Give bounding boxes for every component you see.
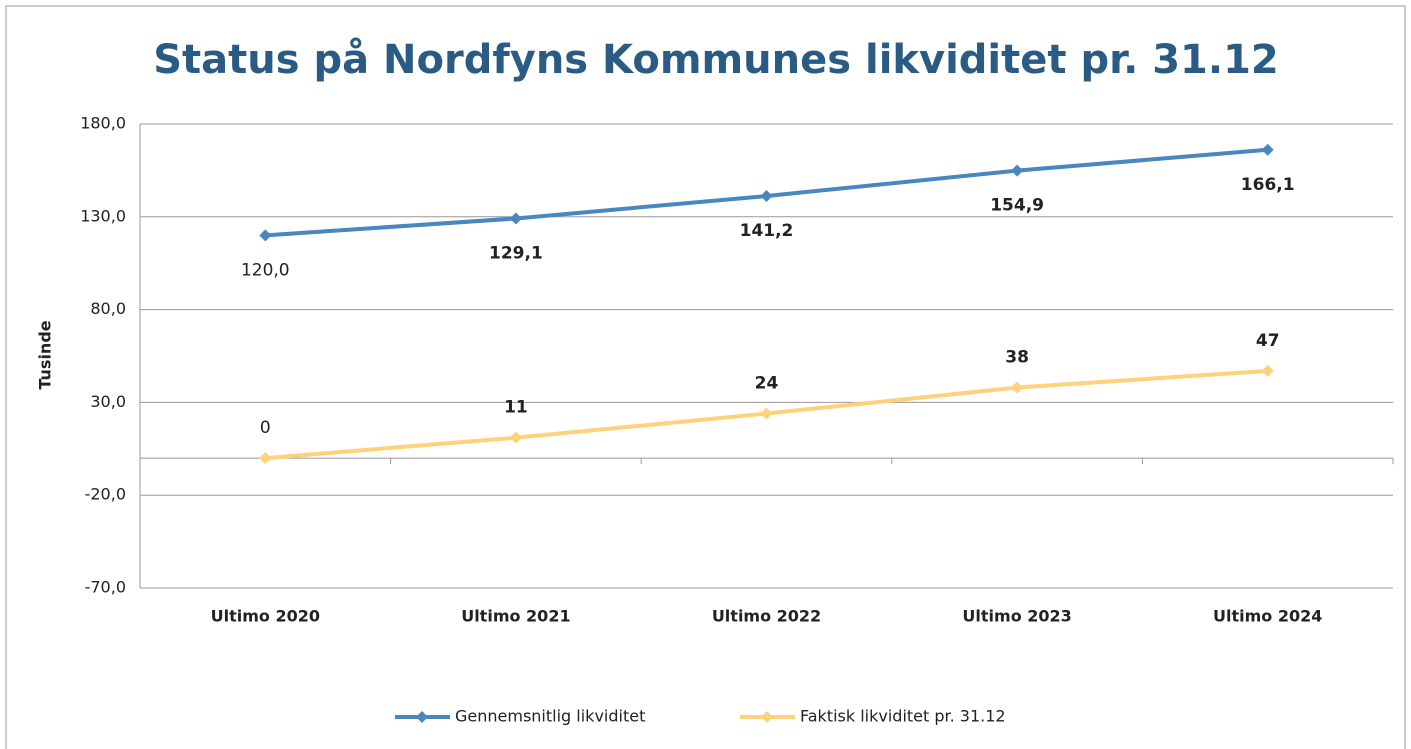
- data-label: 24: [755, 374, 779, 394]
- marker: [1011, 381, 1024, 394]
- y-tick-label: 80,0: [90, 299, 126, 318]
- marker: [509, 431, 522, 444]
- x-tick-label: Ultimo 2023: [962, 607, 1071, 626]
- marker: [1261, 364, 1274, 377]
- data-label: 166,1: [1241, 175, 1295, 195]
- data-label: 154,9: [990, 196, 1044, 216]
- legend-label: Faktisk likviditet pr. 31.12: [800, 707, 1006, 726]
- data-label: 141,2: [740, 221, 794, 241]
- data-label: 47: [1256, 331, 1280, 351]
- marker: [1011, 164, 1024, 177]
- data-label: 120,0: [241, 260, 290, 280]
- y-tick-label: 30,0: [90, 392, 126, 411]
- data-label: 0: [260, 418, 271, 438]
- legend-marker: [416, 711, 428, 723]
- marker: [259, 452, 272, 465]
- data-label: 38: [1005, 348, 1029, 368]
- chart-title: Status på Nordfyns Kommunes likviditet p…: [153, 36, 1279, 83]
- y-tick-label: -70,0: [85, 578, 126, 597]
- legend-label: Gennemsnitlig likviditet: [455, 707, 645, 726]
- data-label: 11: [504, 398, 528, 418]
- data-label: 129,1: [489, 243, 543, 263]
- y-tick-label: 180,0: [80, 114, 126, 133]
- marker: [1261, 143, 1274, 156]
- marker: [259, 229, 272, 242]
- marker: [760, 190, 773, 203]
- y-axis-label: Tusinde: [36, 320, 55, 389]
- y-tick-label: 130,0: [80, 206, 126, 225]
- marker: [509, 212, 522, 225]
- x-tick-label: Ultimo 2024: [1213, 607, 1322, 626]
- marker: [760, 407, 773, 420]
- y-tick-label: -20,0: [85, 485, 126, 504]
- x-tick-label: Ultimo 2021: [461, 607, 570, 626]
- legend-marker: [761, 711, 773, 723]
- x-tick-label: Ultimo 2020: [211, 607, 320, 626]
- chart-border: [5, 5, 1406, 749]
- x-tick-label: Ultimo 2022: [712, 607, 821, 626]
